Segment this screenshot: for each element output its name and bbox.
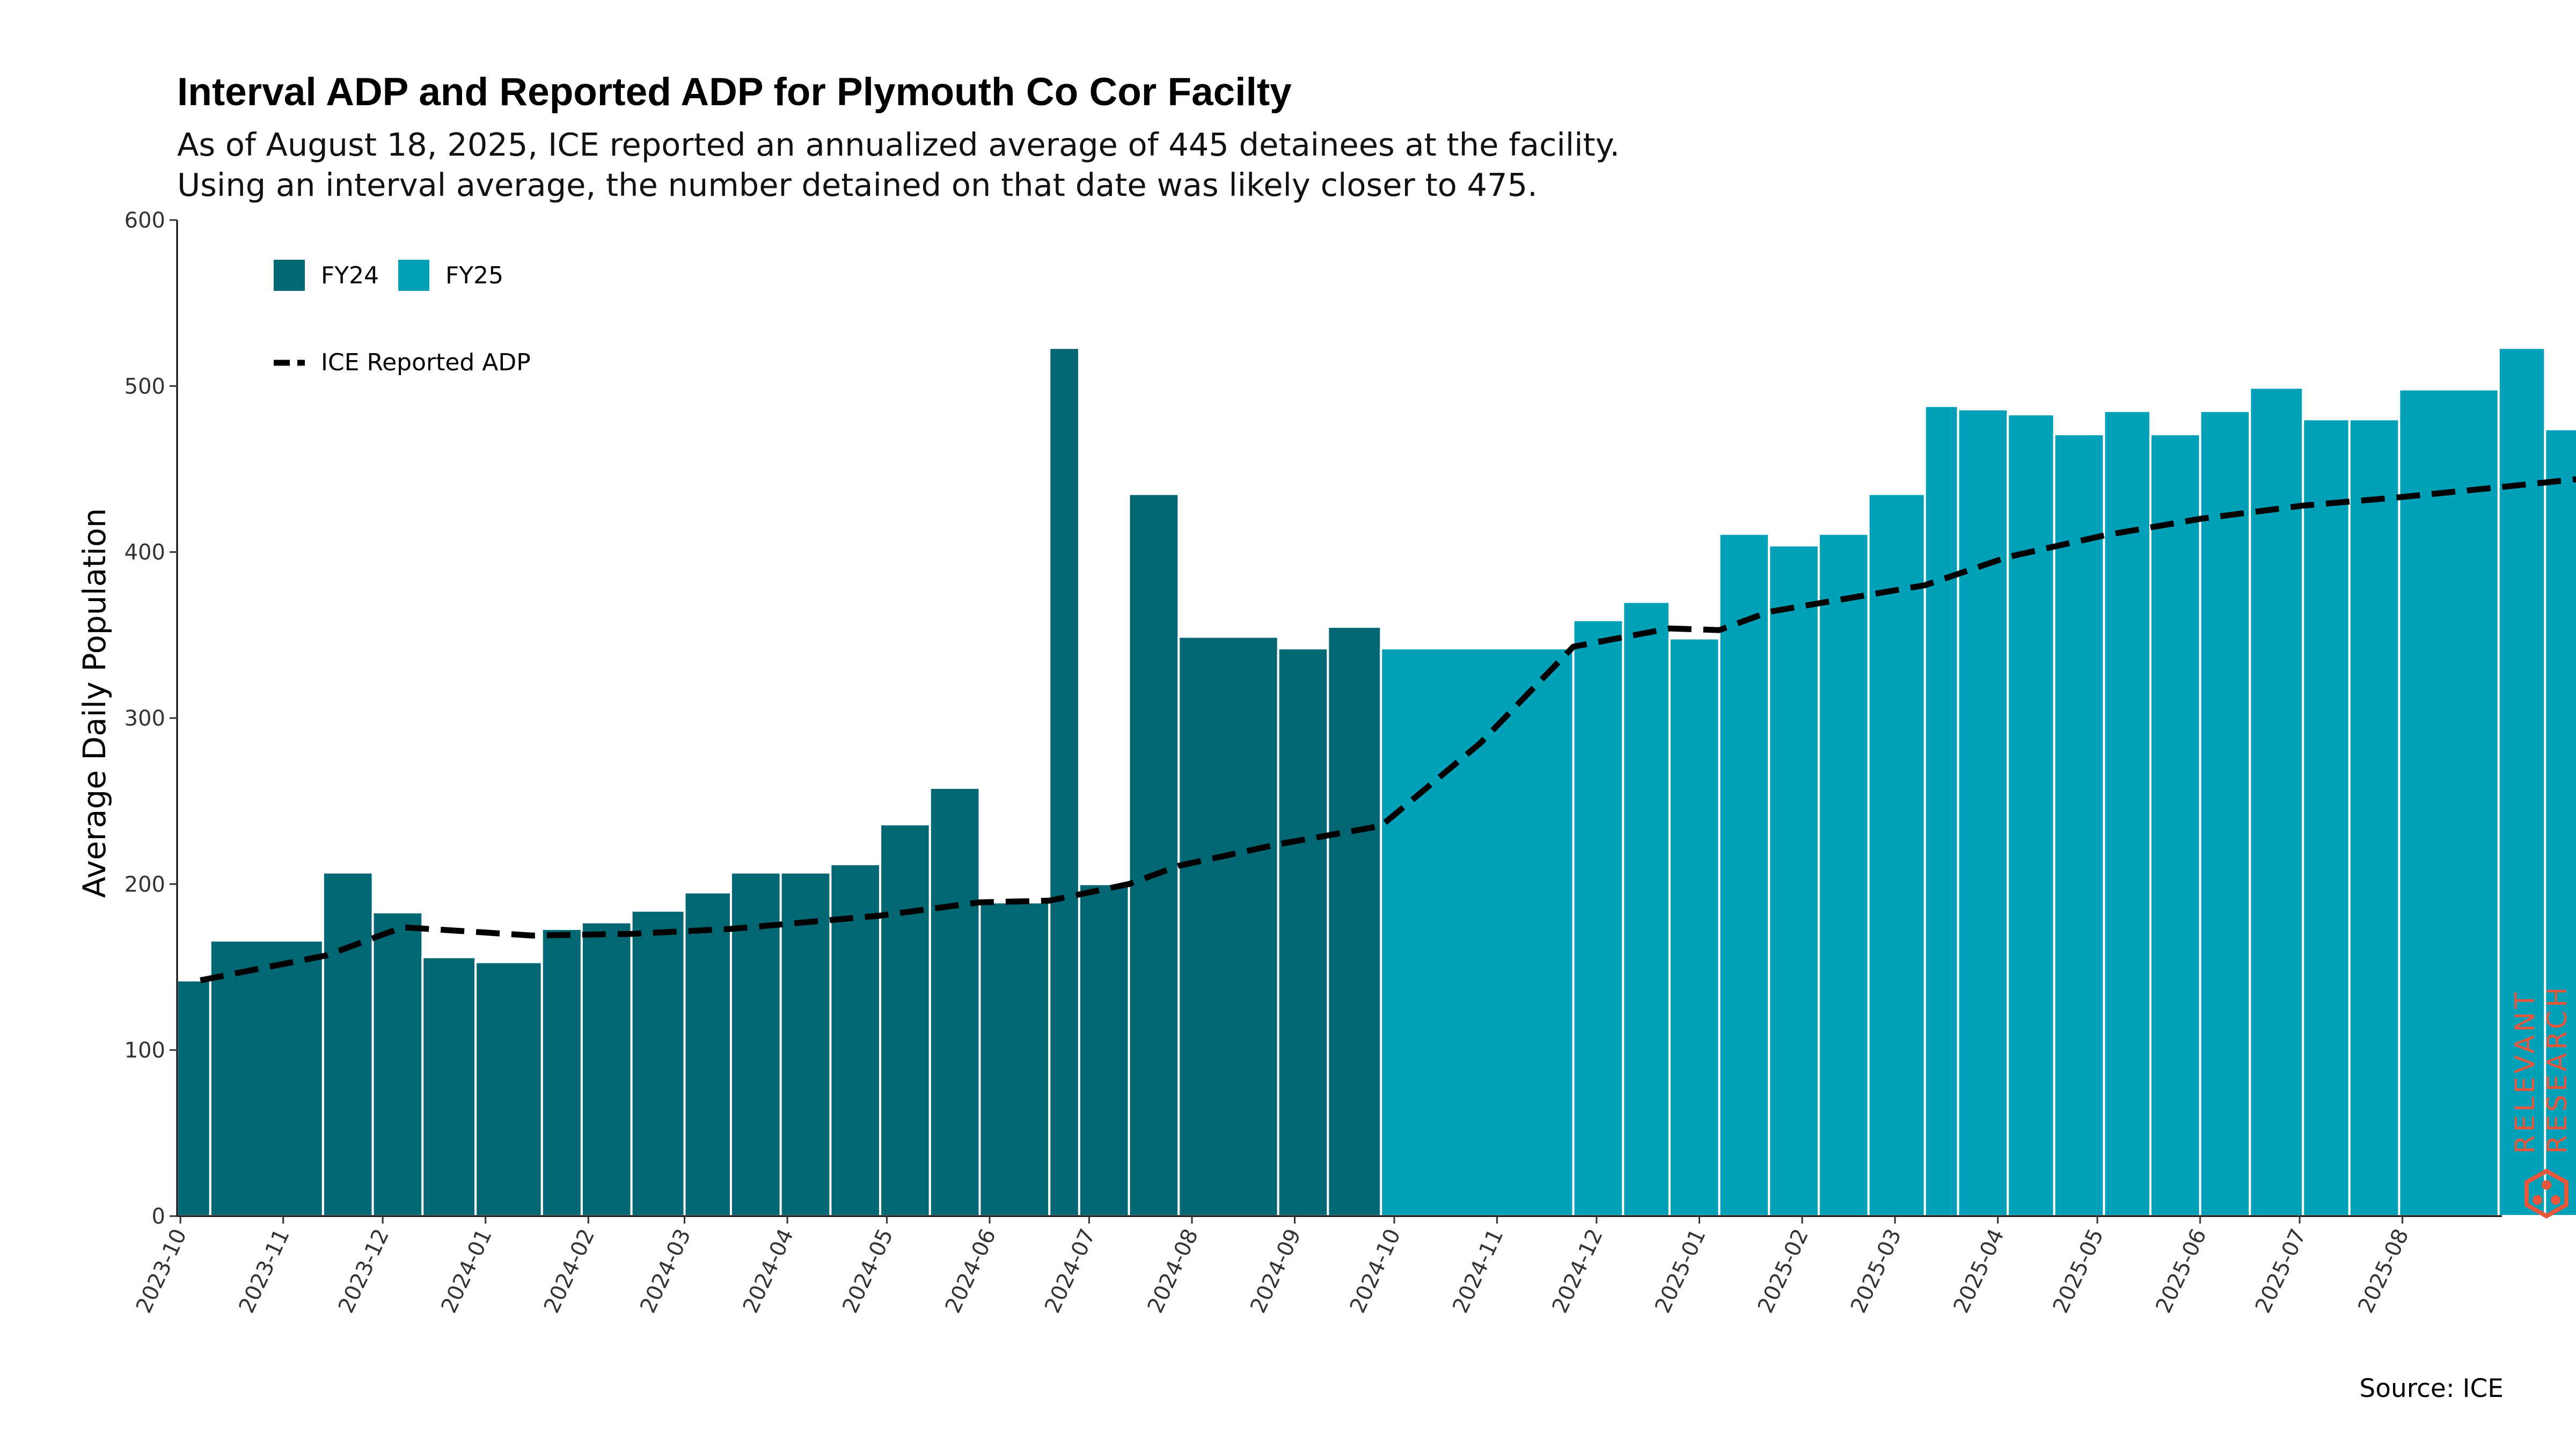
logo-dot-icon xyxy=(2542,1180,2551,1190)
bar-fy24-15 xyxy=(978,901,1051,1217)
bar-fy25-6 xyxy=(1817,532,1870,1217)
bar-fy25-20 xyxy=(2544,428,2576,1217)
x-tick-label: 2024-09 xyxy=(1246,1225,1306,1317)
bar-fy25-9 xyxy=(1957,408,2009,1217)
bar-fy24-3 xyxy=(371,911,424,1218)
bar-fy25-12 xyxy=(2103,409,2151,1218)
bars-layer xyxy=(176,347,2576,1218)
x-tick-label: 2025-01 xyxy=(1650,1225,1710,1317)
bar-fy24-6 xyxy=(540,927,583,1218)
bar-fy24-14 xyxy=(928,786,981,1218)
logo-dot-icon xyxy=(2533,1195,2542,1205)
bar-fy25-8 xyxy=(1923,405,1959,1217)
chart-subtitle-line-2: Using an interval average, the number de… xyxy=(177,166,1538,203)
y-tick-label: 0 xyxy=(152,1204,165,1229)
y-tick-label: 400 xyxy=(125,540,165,565)
y-tick-label: 600 xyxy=(125,208,165,233)
bar-fy24-2 xyxy=(321,871,374,1218)
x-tick-label: 2025-08 xyxy=(2353,1225,2413,1317)
bar-fy25-2 xyxy=(1622,601,1671,1217)
bar-fy24-0 xyxy=(176,979,211,1218)
relevant-research-logo: RELEVANT RESEARCH xyxy=(2509,984,2573,1219)
bar-fy25-5 xyxy=(1768,544,1820,1217)
y-tick-label: 200 xyxy=(125,872,165,897)
y-tick-label: 500 xyxy=(125,374,165,399)
x-tick-label: 2025-07 xyxy=(2251,1225,2311,1317)
chart-subtitle-line-1: As of August 18, 2025, ICE reported an a… xyxy=(177,126,1620,163)
bar-fy25-3 xyxy=(1668,637,1721,1217)
bar-fy24-19 xyxy=(1177,635,1279,1217)
x-tick-label: 2024-05 xyxy=(838,1225,898,1317)
bar-fy24-7 xyxy=(580,921,633,1217)
logo-text-line-1: RELEVANT xyxy=(2509,989,2541,1154)
x-tick-label: 2024-02 xyxy=(539,1225,599,1317)
bar-fy25-14 xyxy=(2199,409,2251,1218)
x-tick-label: 2024-11 xyxy=(1448,1225,1508,1317)
x-tick-label: 2024-04 xyxy=(738,1225,799,1317)
y-tick-label: 300 xyxy=(125,706,165,731)
x-tick-label: 2024-12 xyxy=(1548,1225,1608,1317)
x-tick-label: 2025-05 xyxy=(2048,1225,2109,1317)
x-tick-label: 2025-02 xyxy=(1753,1225,1813,1317)
bar-fy24-20 xyxy=(1277,647,1329,1217)
logo-dot-icon xyxy=(2551,1195,2560,1205)
bar-fy24-16 xyxy=(1048,347,1080,1217)
bar-fy24-5 xyxy=(474,961,543,1217)
bar-fy24-17 xyxy=(1078,883,1130,1218)
x-tick-label: 2024-06 xyxy=(941,1225,1001,1317)
source-note: Source: ICE xyxy=(2359,1374,2504,1403)
legend-label-fy24: FY24 xyxy=(321,262,379,289)
bar-fy25-10 xyxy=(2007,413,2055,1217)
x-tick-label: 2025-04 xyxy=(1949,1225,2009,1317)
bar-fy24-8 xyxy=(630,909,686,1217)
x-tick-label: 2024-01 xyxy=(436,1225,496,1317)
bar-fy25-13 xyxy=(2149,433,2201,1217)
x-tick-label: 2024-03 xyxy=(635,1225,696,1317)
bar-fy24-18 xyxy=(1128,493,1180,1217)
x-tick-label: 2023-10 xyxy=(131,1225,192,1317)
chart-title: Interval ADP and Reported ADP for Plymou… xyxy=(177,70,1292,114)
x-tick-label: 2025-03 xyxy=(1846,1225,1906,1317)
bar-fy24-21 xyxy=(1327,625,1382,1217)
x-tick-label: 2024-07 xyxy=(1040,1225,1100,1317)
bar-fy25-0 xyxy=(1380,647,1575,1217)
x-tick-label: 2023-11 xyxy=(234,1225,294,1317)
bar-fy25-11 xyxy=(2053,433,2105,1217)
legend-label-reported: ICE Reported ADP xyxy=(321,349,531,376)
bar-fy25-7 xyxy=(1867,493,1926,1217)
x-tick-label: 2024-08 xyxy=(1143,1225,1203,1317)
x-tick-label: 2025-06 xyxy=(2151,1225,2211,1317)
y-tick-label: 100 xyxy=(125,1038,165,1063)
bar-fy24-1 xyxy=(209,939,324,1218)
logo-hex-icon xyxy=(2524,1168,2568,1219)
bar-fy24-4 xyxy=(421,956,477,1217)
bar-fy25-16 xyxy=(2302,418,2351,1218)
y-axis-title: Average Daily Population xyxy=(76,508,113,898)
bar-fy25-18 xyxy=(2398,388,2500,1217)
legend-label-fy25: FY25 xyxy=(445,262,503,289)
legend: FY24 FY25 ICE Reported ADP xyxy=(274,260,531,376)
logo-text-line-2: RESEARCH xyxy=(2542,984,2573,1154)
bar-fy25-19 xyxy=(2497,347,2546,1217)
bar-fy24-13 xyxy=(879,823,931,1218)
legend-swatch-fy25 xyxy=(398,260,429,291)
bar-fy24-11 xyxy=(779,871,832,1218)
bar-fy24-9 xyxy=(683,891,733,1218)
bar-fy25-4 xyxy=(1718,532,1770,1217)
bar-fy25-17 xyxy=(2348,418,2401,1218)
bar-fy25-1 xyxy=(1572,619,1624,1217)
legend-swatch-fy24 xyxy=(274,260,305,291)
x-tick-label: 2024-10 xyxy=(1345,1225,1406,1317)
x-tick-label: 2023-12 xyxy=(334,1225,394,1317)
